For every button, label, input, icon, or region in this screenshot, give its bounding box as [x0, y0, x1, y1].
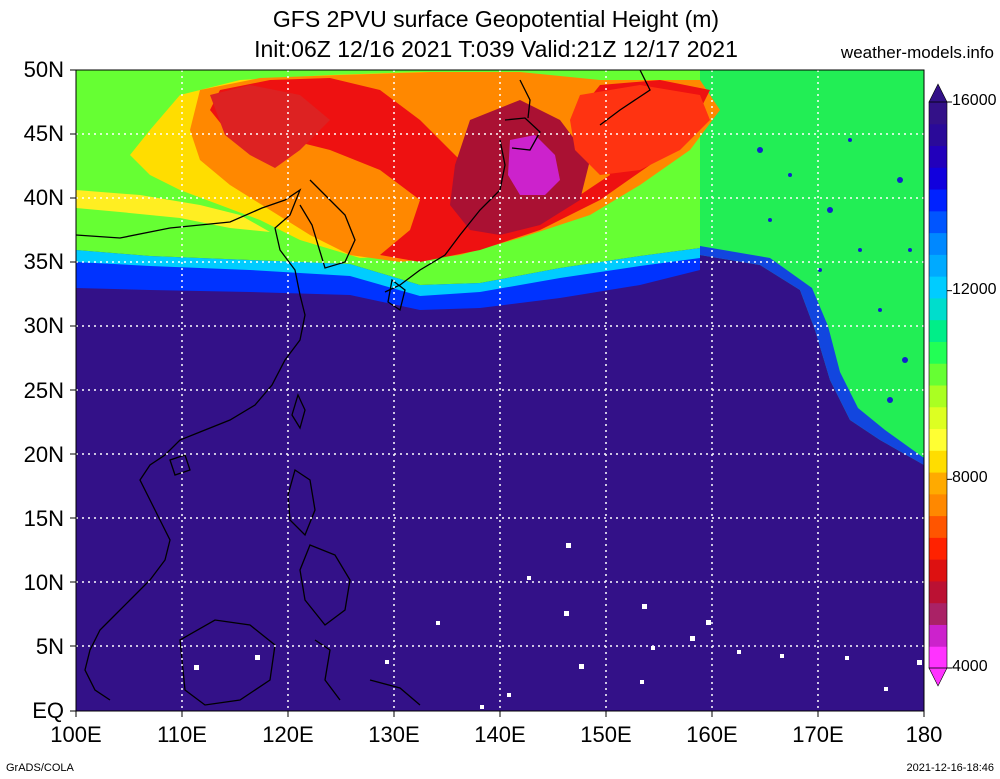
lat-label: 50N: [23, 57, 64, 82]
colorbar-label: 8000: [952, 469, 988, 487]
colorbar-segment: [929, 515, 947, 538]
lat-label: 30N: [23, 313, 64, 339]
lon-label: 120E: [262, 722, 314, 747]
lon-label: 130E: [368, 722, 420, 747]
lat-label: EQ: [32, 698, 64, 723]
colorbar-segment: [929, 493, 947, 517]
colorbar-segment: [929, 276, 947, 299]
lat-label: 15N: [23, 505, 64, 531]
lat-label: 40N: [23, 185, 64, 211]
colorbar-segment: [929, 472, 947, 495]
coastline-borneo: [179, 619, 276, 706]
colorbar-segment: [929, 428, 947, 451]
colorbar-segment: [929, 363, 947, 386]
colorbar: [928, 83, 952, 687]
colorbar-segment: [929, 297, 947, 321]
colorbar-top-arrow: [928, 83, 948, 103]
colorbar-segment: [929, 450, 947, 473]
lat-label: 5N: [35, 633, 64, 659]
colorbar-segment: [929, 232, 947, 255]
field-magenta-core: [508, 135, 560, 195]
colorbar-segment: [929, 406, 947, 430]
field-cyan-band: [76, 248, 700, 296]
colorbar-segment: [929, 167, 947, 190]
colorbar-segment: [929, 385, 947, 408]
coastline-new-guinea: [369, 679, 421, 706]
lat-label: 35N: [23, 249, 64, 275]
coastline-korea: [299, 179, 356, 269]
field-white-dots: [194, 543, 922, 709]
field-red-west-lobe: [210, 85, 330, 168]
field-west-yellow-band: [76, 190, 270, 232]
lon-label: 140E: [474, 722, 526, 747]
title-line-1: GFS 2PVU surface Geopotential Height (m): [272, 6, 720, 32]
field-ne-pacific-green: [700, 70, 924, 465]
coastline-luzon: [287, 468, 316, 537]
coastlines: [76, 70, 651, 706]
colorbar-segment: [929, 210, 947, 234]
lat-label: 20N: [23, 441, 64, 467]
lat-label: 25N: [23, 377, 64, 403]
lat-label: 45N: [23, 121, 64, 147]
colorbar-segment: [929, 602, 947, 625]
lon-label: 100E: [50, 722, 102, 747]
tick-marks: [70, 69, 925, 717]
lon-label: 180: [905, 722, 943, 747]
field-ne-pacific-blue-edge: [700, 246, 924, 465]
colorbar-bottom-arrow: [928, 667, 948, 687]
credit-label: weather-models.info: [840, 43, 994, 62]
lon-label: 110E: [157, 722, 207, 747]
footer-software-label: GrADS/COLA: [6, 762, 74, 774]
colorbar-segment: [929, 145, 947, 168]
coastline-taiwan: [291, 393, 306, 430]
coastline-kyushu: [387, 278, 406, 312]
coastline-japan-hokkaido: [504, 117, 541, 151]
lon-label: 160E: [686, 722, 738, 747]
coastline-sulawesi: [314, 639, 341, 701]
colorbar-segment: [929, 559, 947, 582]
colorbar-label: 4000: [952, 658, 988, 675]
lon-label: 170E: [792, 722, 844, 747]
coastline-japan-honshu: [384, 139, 506, 293]
colorbar-segment: [929, 254, 947, 277]
colorbar-segment: [929, 341, 947, 364]
colorbar-segment: [929, 319, 947, 342]
gridlines: [76, 70, 924, 711]
coastline-kamchatka: [599, 70, 651, 126]
colorbar-segment: [929, 102, 947, 125]
coastline-hainan: [169, 454, 191, 476]
field-layer: [76, 70, 924, 711]
coastline-philippines-south: [299, 544, 351, 626]
footer-timestamp: 2021-12-16-18:46: [906, 762, 994, 774]
lat-label: 10N: [23, 569, 64, 595]
colorbar-segment: [929, 624, 947, 647]
colorbar-label: 12000: [952, 280, 997, 298]
colorbar-label: 16000: [952, 92, 997, 109]
colorbar-frame: [928, 101, 948, 669]
colorbar-segment: [929, 537, 947, 560]
title-line-2: Init:06Z 12/16 2021 T:039 Valid:21Z 12/1…: [254, 36, 738, 62]
field-red-ne-blob: [570, 85, 710, 175]
colorbar-segment: [929, 189, 947, 212]
colorbar-segment: [929, 123, 947, 147]
lon-label: 150E: [580, 722, 632, 747]
coastline-sakhalin: [519, 79, 531, 119]
field-noise-dots: [757, 138, 912, 403]
colorbar-segment: [929, 580, 947, 604]
colorbar-segment: [929, 646, 947, 669]
coastline-asia-mainland: [76, 188, 306, 701]
